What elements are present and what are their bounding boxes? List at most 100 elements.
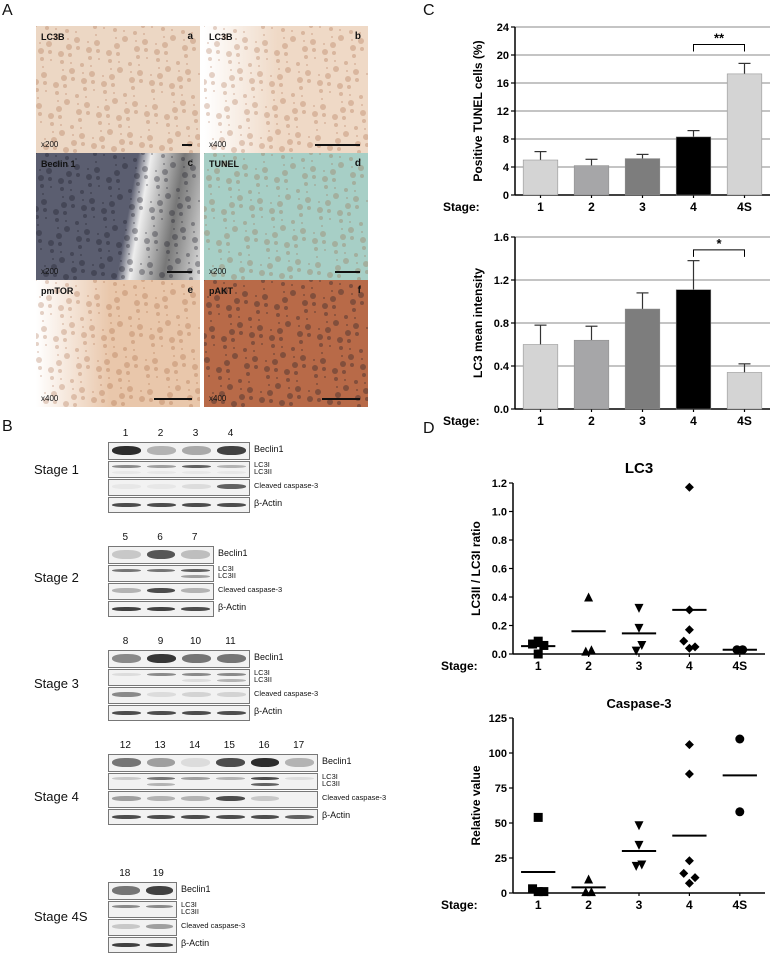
protein-band	[217, 503, 246, 507]
tissue-texture	[204, 153, 368, 280]
histology-tile-b: LC3B b x400	[204, 26, 368, 153]
y-tick-label: 12	[497, 106, 509, 118]
x-tick-label: 1	[537, 200, 544, 214]
data-point-square	[528, 884, 538, 894]
lane-number: 2	[157, 428, 164, 439]
bar-stage-3	[624, 308, 661, 410]
protein-band	[181, 607, 210, 611]
data-point-triangle-up	[584, 592, 594, 602]
bar-stage-4S	[726, 372, 763, 410]
data-point-circle	[738, 645, 748, 655]
panel-label-a: A	[2, 2, 13, 19]
band-label: Beclin1	[254, 652, 284, 662]
protein-band	[217, 673, 246, 676]
data-point-circle	[735, 807, 745, 817]
protein-band	[182, 471, 211, 474]
protein-band	[112, 796, 141, 801]
blot-strip-beclin	[108, 546, 214, 564]
blot-strip-casp	[108, 919, 177, 936]
magnification-label: x200	[41, 140, 59, 149]
data-point-triangle-up	[584, 874, 594, 884]
protein-band	[181, 550, 210, 559]
subpanel-letter: e	[187, 285, 193, 296]
protein-band	[217, 465, 246, 468]
protein-band	[145, 905, 173, 908]
tissue-texture	[36, 280, 200, 407]
protein-band	[146, 550, 176, 559]
significance-bracket	[693, 249, 745, 257]
y-tick-label: 0.0	[492, 649, 507, 661]
blot-strip-casp	[108, 479, 250, 496]
x-tick-label: 4	[686, 898, 693, 912]
stain-label: LC3B	[209, 32, 233, 42]
protein-band	[145, 943, 173, 947]
band-label: β-Actin	[322, 810, 351, 820]
y-tick-label: 1.0	[492, 507, 507, 519]
protein-band	[181, 569, 210, 572]
y-tick-label: 0.8	[494, 318, 509, 330]
subpanel-letter: a	[187, 31, 193, 42]
histology-tile-e: pmTOR e x400	[36, 280, 200, 407]
stage-label: Stage 4S	[34, 909, 88, 924]
protein-band	[250, 777, 280, 780]
protein-band	[112, 446, 141, 455]
lane-number: 12	[119, 740, 131, 751]
protein-band	[216, 758, 245, 767]
protein-band	[112, 758, 141, 767]
bar-stage-3	[624, 158, 661, 196]
protein-band	[285, 758, 314, 767]
data-point-triangle-down	[634, 821, 644, 831]
protein-band	[112, 924, 140, 929]
tissue-texture	[204, 26, 368, 153]
band-label: Beclin1	[254, 444, 284, 454]
protein-band	[181, 575, 210, 578]
protein-band	[182, 711, 211, 715]
data-point-square	[528, 639, 538, 649]
lane-number: 9	[157, 636, 164, 647]
data-point-diamond	[684, 605, 694, 615]
data-point-triangle-up	[586, 645, 596, 655]
panel-label-c: C	[423, 2, 435, 19]
protein-band	[147, 692, 176, 697]
y-tick-label: 1.2	[492, 478, 507, 490]
stain-label: pAKT	[209, 286, 233, 296]
protein-band	[146, 607, 176, 611]
band-label: Cleaved caspase-3	[254, 480, 319, 490]
x-tick-label: 4S	[732, 898, 747, 912]
protein-band	[112, 777, 141, 780]
blot-strip-actin	[108, 601, 214, 617]
band-label: β-Actin	[218, 602, 247, 612]
x-tick-label: 4S	[737, 414, 752, 428]
blot-strip-lc3	[108, 461, 250, 478]
subpanel-letter: c	[187, 158, 193, 169]
x-axis-label: Stage:	[443, 200, 480, 214]
blot-strip-actin	[108, 497, 250, 513]
protein-band	[250, 758, 280, 767]
x-axis-label: Stage:	[441, 898, 478, 912]
y-tick-label: 0.6	[492, 564, 507, 576]
data-point-diamond	[684, 482, 694, 492]
y-tick-label: 0.8	[492, 535, 507, 547]
scale-bar	[182, 144, 192, 146]
x-tick-label: 4	[686, 659, 693, 673]
lane-number: 4	[227, 428, 234, 439]
protein-band	[182, 692, 211, 697]
y-axis-label: LC3 mean intensity	[471, 268, 485, 378]
scale-bar	[315, 144, 360, 146]
magnification-label: x200	[41, 267, 59, 276]
band-label: β-Actin	[181, 938, 210, 948]
data-point-diamond	[684, 740, 694, 750]
y-tick-label: 0.4	[492, 592, 508, 604]
magnification-label: x400	[209, 394, 227, 403]
lane-number: 11	[225, 636, 236, 647]
data-point-triangle-up	[586, 887, 596, 897]
y-tick-label: 4	[503, 162, 510, 174]
blot-strip-lc3	[108, 669, 250, 686]
stage-label: Stage 2	[34, 570, 79, 585]
stage-label: Stage 4	[34, 789, 79, 804]
y-axis-label: Relative value	[469, 765, 483, 845]
protein-band	[182, 673, 211, 676]
lane-number: 15	[223, 740, 235, 751]
lane-number: 13	[154, 740, 166, 751]
x-tick-label: 3	[636, 659, 643, 673]
